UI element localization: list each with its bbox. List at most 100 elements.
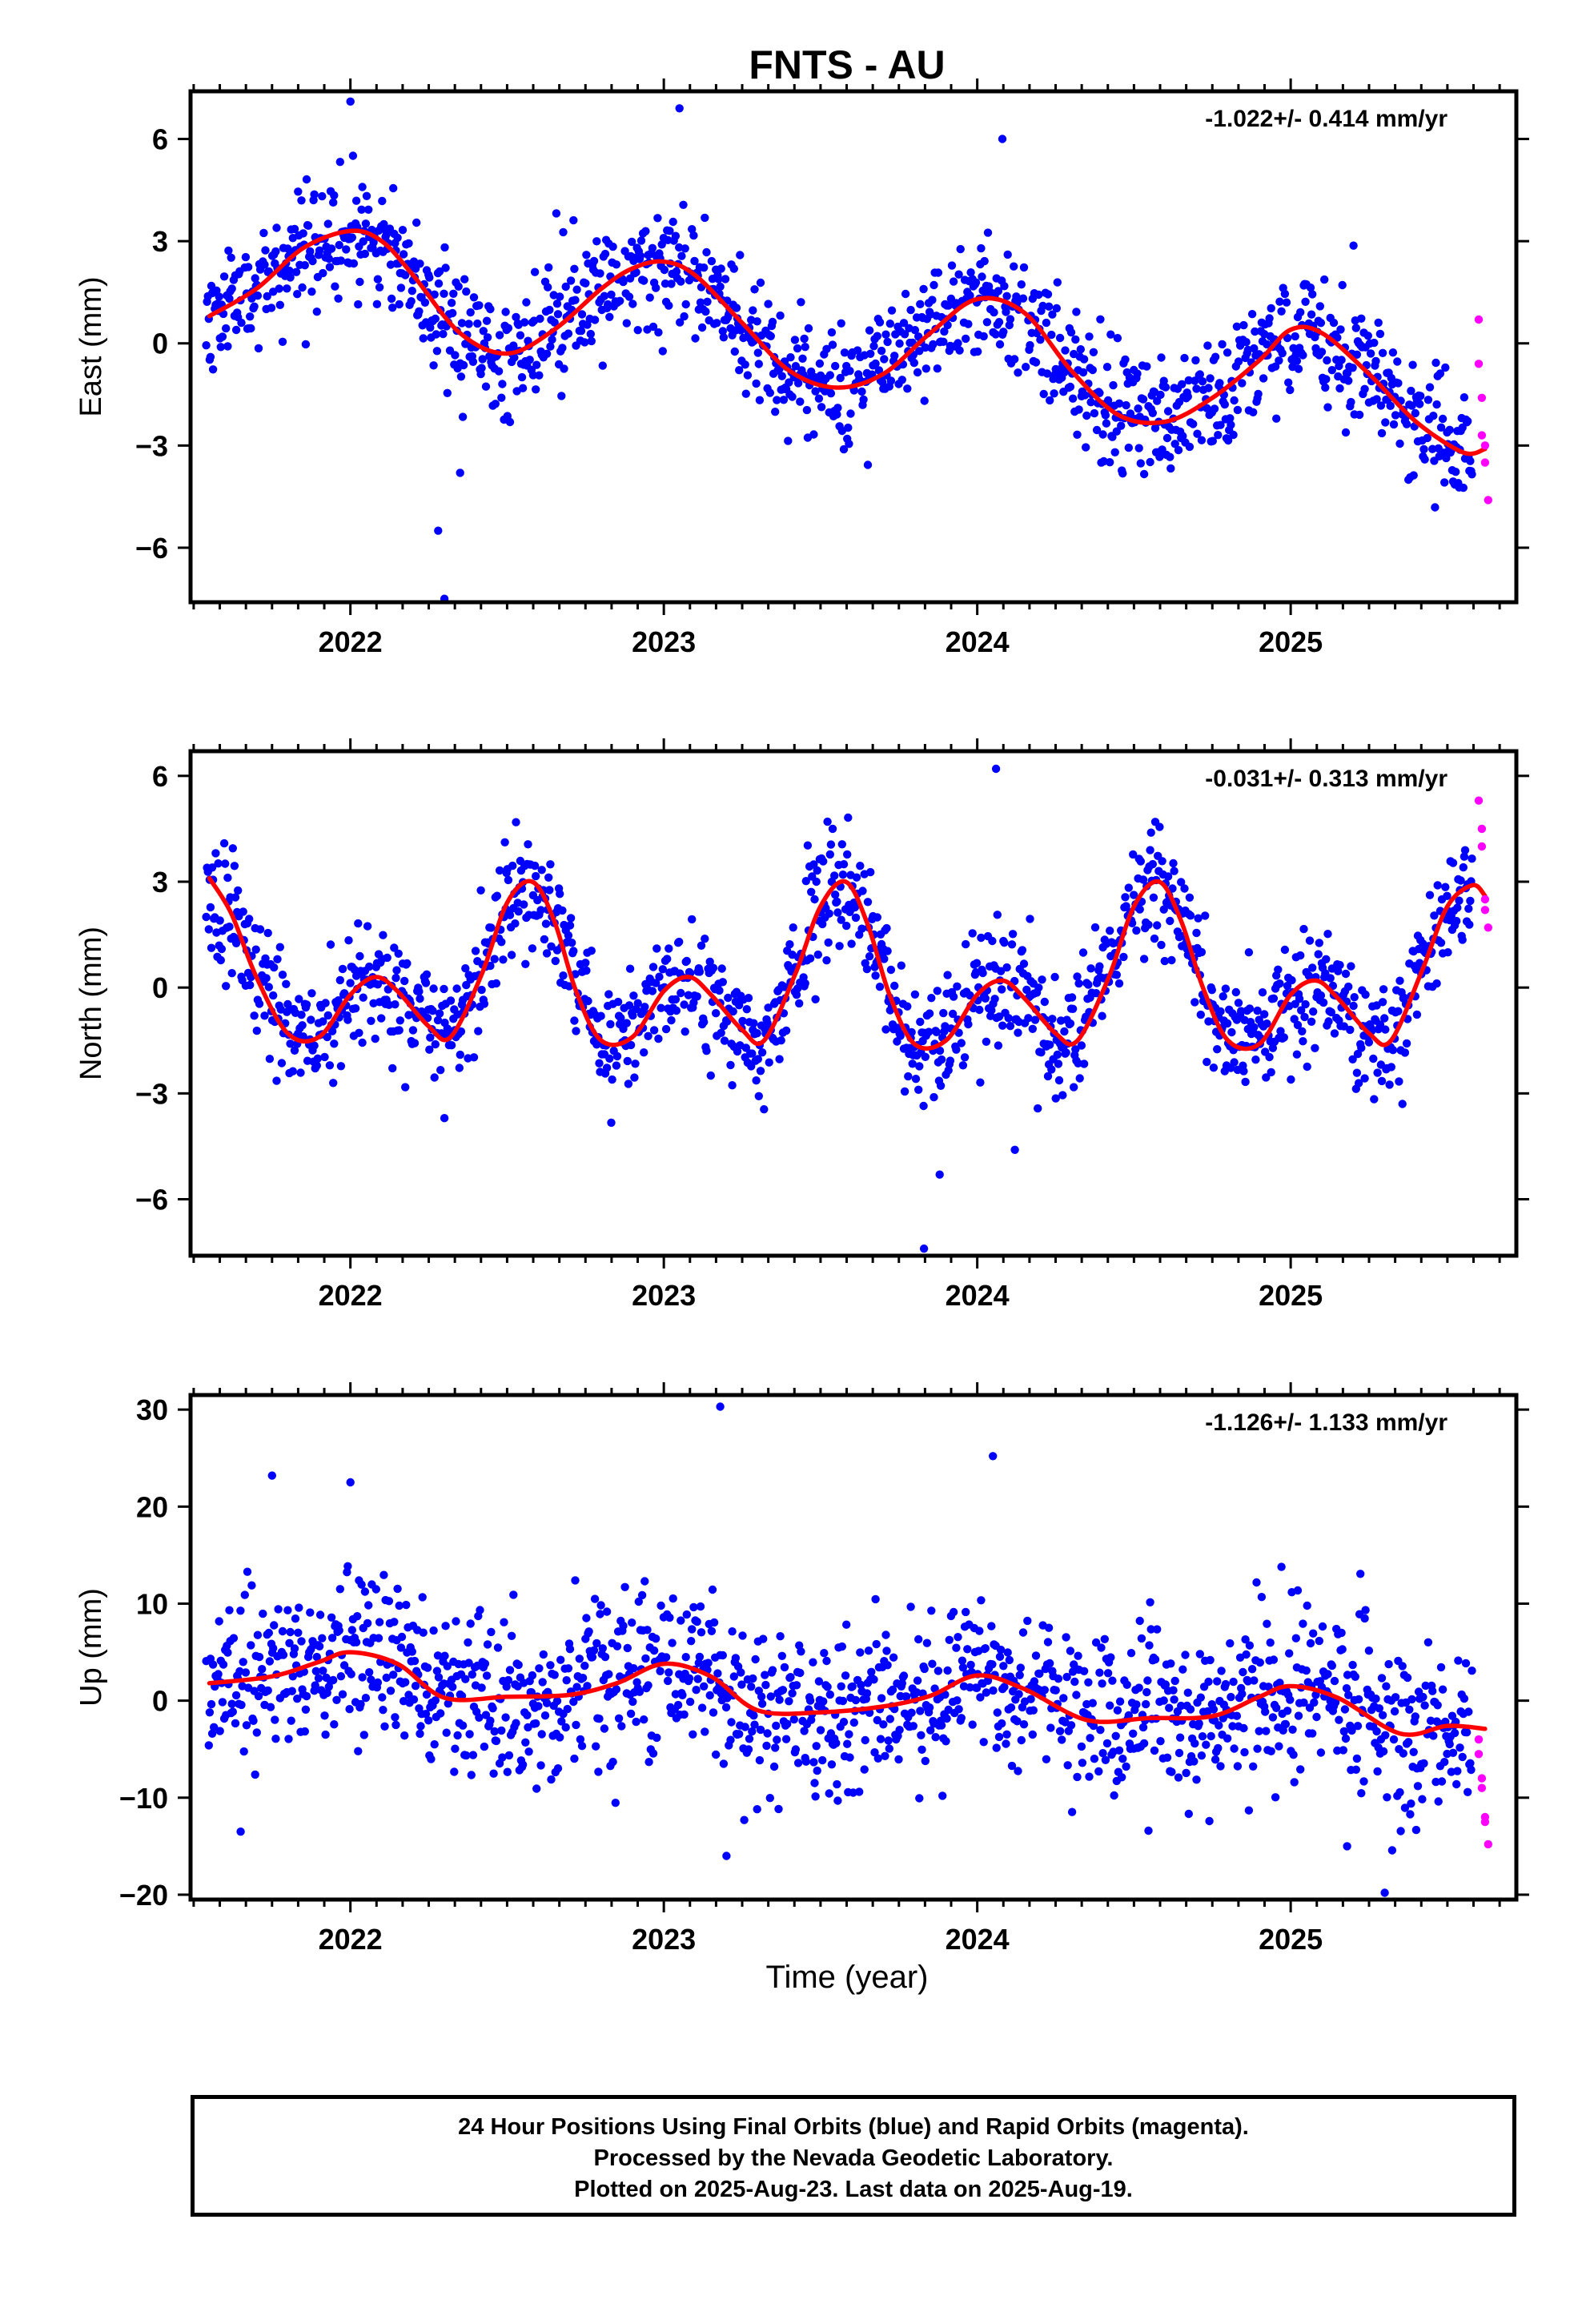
east-final-point <box>1102 419 1111 428</box>
up-final-point <box>1058 1735 1066 1744</box>
north-final-point <box>1054 1076 1064 1085</box>
east-final-point <box>372 300 382 308</box>
east-final-point <box>464 320 473 328</box>
up-final-point <box>600 1652 610 1662</box>
up-final-point <box>489 1769 498 1778</box>
up-final-point <box>271 1735 280 1743</box>
north-final-point <box>904 1072 913 1081</box>
north-final-point <box>1148 859 1158 869</box>
up-final-point <box>934 1667 943 1675</box>
up-final-point <box>753 1805 761 1814</box>
up-final-point <box>215 1617 223 1626</box>
east-final-point <box>546 342 555 351</box>
up-final-point <box>1031 1651 1041 1660</box>
up-final-point <box>1390 1707 1399 1716</box>
east-final-point <box>1452 468 1460 476</box>
up-final-point <box>993 1708 1002 1717</box>
up-final-point <box>996 1645 1006 1655</box>
east-final-point <box>1198 377 1207 386</box>
north-xtick-label: 2023 <box>632 1279 696 1312</box>
up-final-point <box>1338 1645 1347 1654</box>
east-final-point <box>1134 404 1142 413</box>
east-final-point <box>1096 315 1105 324</box>
east-final-point <box>544 283 552 292</box>
north-final-point <box>1466 896 1475 906</box>
up-final-point <box>1146 1625 1155 1634</box>
north-final-point <box>358 1038 367 1047</box>
up-final-point <box>1226 1638 1235 1648</box>
up-final-point <box>572 1720 580 1730</box>
up-final-point <box>1400 1803 1410 1812</box>
up-final-point <box>922 1638 932 1647</box>
east-final-point <box>1363 332 1373 340</box>
up-final-point <box>1257 1593 1267 1602</box>
up-final-point <box>1387 1846 1397 1855</box>
east-final-point <box>840 348 849 357</box>
up-final-point <box>722 1852 731 1860</box>
east-final-point <box>412 218 421 227</box>
up-final-point <box>208 1660 218 1669</box>
east-final-point <box>648 322 658 332</box>
up-final-point <box>1249 1762 1258 1771</box>
up-final-point <box>1418 1795 1427 1803</box>
east-final-point <box>895 339 904 348</box>
up-final-point <box>236 1606 245 1615</box>
east-final-point <box>1301 297 1310 306</box>
up-final-point <box>584 1627 593 1636</box>
east-final-point <box>1003 250 1012 259</box>
north-final-point <box>262 974 271 983</box>
north-final-point <box>1204 1017 1213 1026</box>
north-final-point <box>250 1011 259 1020</box>
north-final-point <box>915 1062 924 1071</box>
north-final-point <box>801 877 810 886</box>
north-final-point <box>1375 1020 1385 1029</box>
up-final-point <box>832 1739 841 1747</box>
east-final-point <box>966 268 975 277</box>
north-final-point <box>264 983 273 991</box>
north-final-point <box>757 1048 767 1057</box>
up-final-point <box>1253 1744 1262 1753</box>
north-final-point <box>1008 930 1018 939</box>
north-final-point <box>1216 1007 1225 1016</box>
up-final-point <box>1360 1614 1369 1623</box>
north-final-point <box>365 962 374 971</box>
up-final-point <box>637 1590 647 1600</box>
north-final-point <box>335 975 344 985</box>
north-final-point <box>1213 1045 1222 1054</box>
up-final-point <box>458 1721 468 1730</box>
east-final-point <box>809 430 818 439</box>
east-final-point <box>681 300 690 309</box>
up-final-point <box>1318 1622 1327 1631</box>
north-final-point <box>558 906 567 915</box>
up-final-point <box>1403 1673 1412 1683</box>
up-xtick-label: 2025 <box>1259 1923 1323 1956</box>
east-plot-frame <box>188 89 1519 605</box>
east-final-point <box>677 251 686 260</box>
north-final-point <box>897 961 906 970</box>
east-final-point <box>219 272 229 281</box>
east-final-point <box>432 330 440 339</box>
east-final-point <box>1229 430 1238 440</box>
up-final-point <box>1411 1825 1421 1835</box>
north-final-point <box>958 1061 968 1070</box>
up-final-point <box>556 1655 565 1664</box>
east-final-point <box>1321 383 1330 392</box>
north-final-point <box>336 1062 346 1071</box>
north-final-point <box>540 935 549 944</box>
north-final-point <box>1130 891 1138 899</box>
up-final-point <box>943 1666 952 1675</box>
up-final-point <box>1310 1698 1319 1707</box>
up-final-point <box>327 1613 336 1622</box>
north-final-point <box>1315 939 1324 947</box>
north-final-point <box>547 942 556 951</box>
east-final-point <box>779 396 789 404</box>
north-final-point <box>954 1028 963 1037</box>
up-final-point <box>391 1713 400 1722</box>
up-final-point <box>741 1723 749 1731</box>
east-final-point <box>874 366 884 375</box>
east-final-point <box>215 292 223 301</box>
east-final-point <box>1376 401 1386 410</box>
up-final-point <box>295 1603 303 1612</box>
north-final-point <box>656 1003 665 1012</box>
up-final-point <box>382 1673 391 1683</box>
